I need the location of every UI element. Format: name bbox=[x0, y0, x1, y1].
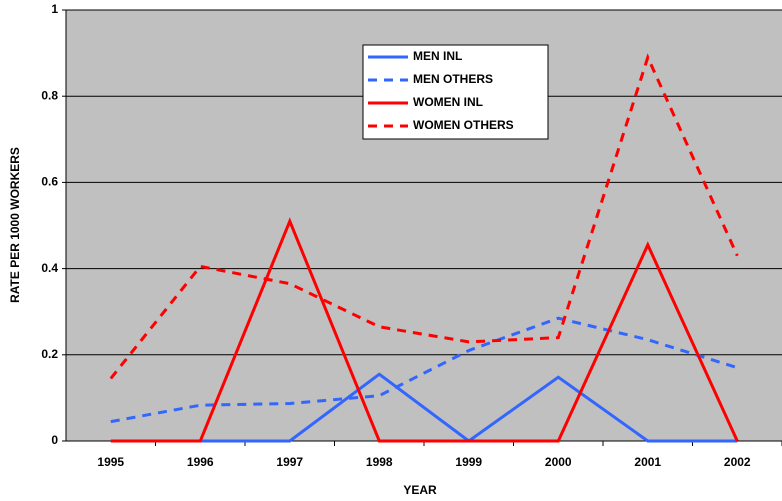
y-axis-label: RATE PER 1000 WORKERS bbox=[8, 147, 22, 303]
y-tick-label: 0.4 bbox=[41, 261, 58, 275]
x-tick-label: 1996 bbox=[187, 455, 214, 469]
legend-label: WOMEN OTHERS bbox=[413, 118, 514, 132]
y-tick-label: 0.6 bbox=[41, 175, 58, 189]
series-line bbox=[109, 53, 739, 380]
x-tick-label: 2002 bbox=[724, 455, 751, 469]
y-tick-label: 0.2 bbox=[41, 347, 58, 361]
y-tick-label: 1 bbox=[51, 2, 58, 16]
legend-box bbox=[362, 44, 549, 140]
x-tick-label: 1999 bbox=[455, 455, 482, 469]
legend-label: WOMEN INL bbox=[413, 95, 483, 109]
x-axis-label: YEAR bbox=[403, 483, 437, 497]
legend-label: MEN OTHERS bbox=[413, 72, 493, 86]
series-line bbox=[110, 217, 739, 443]
legend-label: MEN INL bbox=[413, 49, 462, 63]
x-tick-label: 2000 bbox=[545, 455, 572, 469]
x-tick-label: 2001 bbox=[634, 455, 661, 469]
x-tick-label: 1998 bbox=[366, 455, 393, 469]
y-tick-label: 0 bbox=[51, 433, 58, 447]
series-line bbox=[110, 372, 738, 443]
y-tick-label: 0.8 bbox=[41, 88, 58, 102]
x-tick-label: 1997 bbox=[276, 455, 303, 469]
series-line bbox=[110, 316, 738, 424]
x-tick-label: 1995 bbox=[97, 455, 124, 469]
